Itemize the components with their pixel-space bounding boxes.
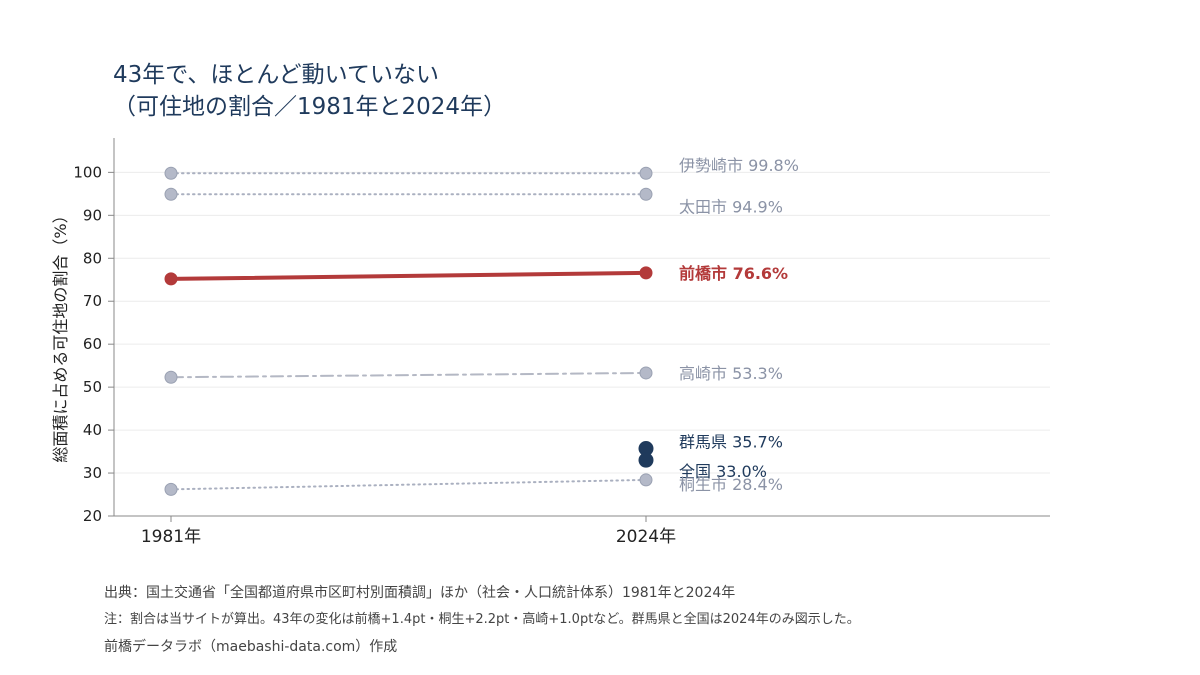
y-tick-label: 100 (73, 163, 102, 181)
series-label: 太田市 94.9% (679, 197, 783, 216)
series-label: 前橋市 76.6% (679, 264, 788, 283)
series-label: 伊勢崎市 99.8% (679, 156, 799, 175)
x-tick-label: 2024年 (616, 527, 676, 547)
series-line (170, 371, 647, 379)
data-point (639, 187, 653, 201)
series-label: 全国 33.0% (679, 462, 767, 481)
source-note: 出典：国土交通省「全国都道府県市区町村別面積調」ほか（社会・人口統計体系）198… (104, 584, 735, 601)
y-tick-label: 20 (83, 507, 102, 525)
data-point (639, 366, 653, 380)
chart-title-line1: 43年で、ほとんど動いていない (113, 62, 439, 88)
data-point (639, 266, 653, 280)
series-label: 桐生市 28.4% (679, 475, 783, 494)
data-point (639, 473, 653, 487)
data-point (164, 370, 178, 384)
data-point (638, 452, 654, 468)
data-point (638, 441, 654, 457)
x-tick-label: 1981年 (141, 527, 201, 547)
y-tick-label: 40 (83, 421, 102, 439)
chart-title-line2: （可住地の割合／1981年と2024年） (113, 94, 506, 120)
grid (114, 171, 1050, 474)
data-point (164, 166, 178, 180)
series-line (170, 478, 647, 491)
series-labels: 伊勢崎市 99.8% 太田市 94.9% 前橋市 76.6% 高崎市 53.3% 群馬県… (679, 156, 799, 494)
y-tick-label: 70 (83, 292, 102, 310)
credit: 前橋データラボ（maebashi-data.com）作成 (104, 638, 397, 655)
series-label: 高崎市 53.3% (679, 364, 783, 383)
axes: 20 30 40 50 60 70 80 90 100 1981年 2024年 (73, 138, 1050, 547)
y-tick-label: 30 (83, 464, 102, 482)
y-tick-label: 60 (83, 335, 102, 353)
series-line (169, 270, 648, 281)
y-axis-label: 総面積に占める可住地の割合（%） (51, 207, 70, 462)
y-tick-label: 50 (83, 378, 102, 396)
y-tick-label: 80 (83, 249, 102, 267)
data-point (164, 272, 178, 286)
data-point (639, 166, 653, 180)
data-point (164, 187, 178, 201)
series-label: 群馬県 35.7% (679, 433, 783, 452)
y-tick-label: 90 (83, 206, 102, 224)
data-point (164, 482, 178, 496)
footnote: 注：割合は当サイトが算出。43年の変化は前橋+1.4pt・桐生+2.2pt・高崎… (104, 611, 860, 627)
series-group (164, 166, 654, 496)
